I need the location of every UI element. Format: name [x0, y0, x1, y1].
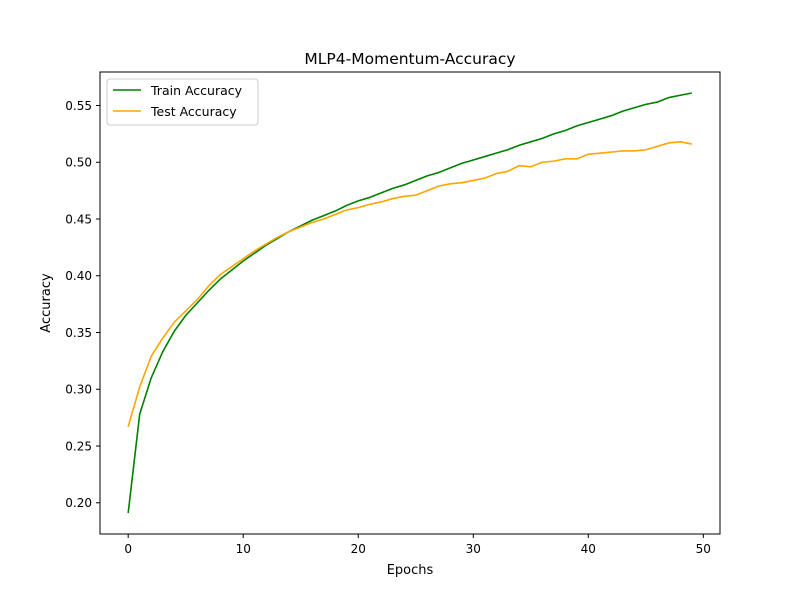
x-tick-label: 50	[696, 542, 711, 556]
y-tick-label: 0.25	[65, 439, 92, 453]
y-tick-label: 0.20	[65, 496, 92, 510]
x-tick-label: 20	[351, 542, 366, 556]
x-tick-label: 10	[236, 542, 251, 556]
legend-box	[106, 78, 259, 126]
series-line-test-accuracy	[127, 141, 692, 427]
chart-title: MLP4-Momentum-Accuracy	[304, 50, 515, 68]
x-tick-label: 0	[124, 542, 132, 556]
series-line-train-accuracy	[127, 92, 692, 514]
y-tick-label: 0.55	[65, 99, 92, 113]
legend: Train Accuracy Test Accuracy	[106, 78, 259, 126]
x-tick-label: 30	[466, 542, 481, 556]
y-tick-label: 0.50	[65, 156, 92, 170]
x-axis-label: Epochs	[387, 563, 434, 578]
legend-label-test: Test Accuracy	[150, 104, 237, 119]
y-axis-label: Accuracy	[39, 273, 54, 333]
legend-label-train: Train Accuracy	[150, 83, 243, 98]
plot-frame	[99, 71, 721, 535]
x-tick-label: 40	[581, 542, 596, 556]
series-layer	[127, 92, 692, 514]
x-axis-ticks: 0 10 20 30 40 50	[124, 534, 711, 556]
y-tick-label: 0.35	[65, 326, 92, 340]
y-axis-ticks: 0.20 0.25 0.30 0.35 0.40 0.45 0.50 0.55	[65, 99, 100, 510]
y-tick-label: 0.40	[65, 269, 92, 283]
y-tick-label: 0.45	[65, 212, 92, 226]
y-tick-label: 0.30	[65, 383, 92, 397]
